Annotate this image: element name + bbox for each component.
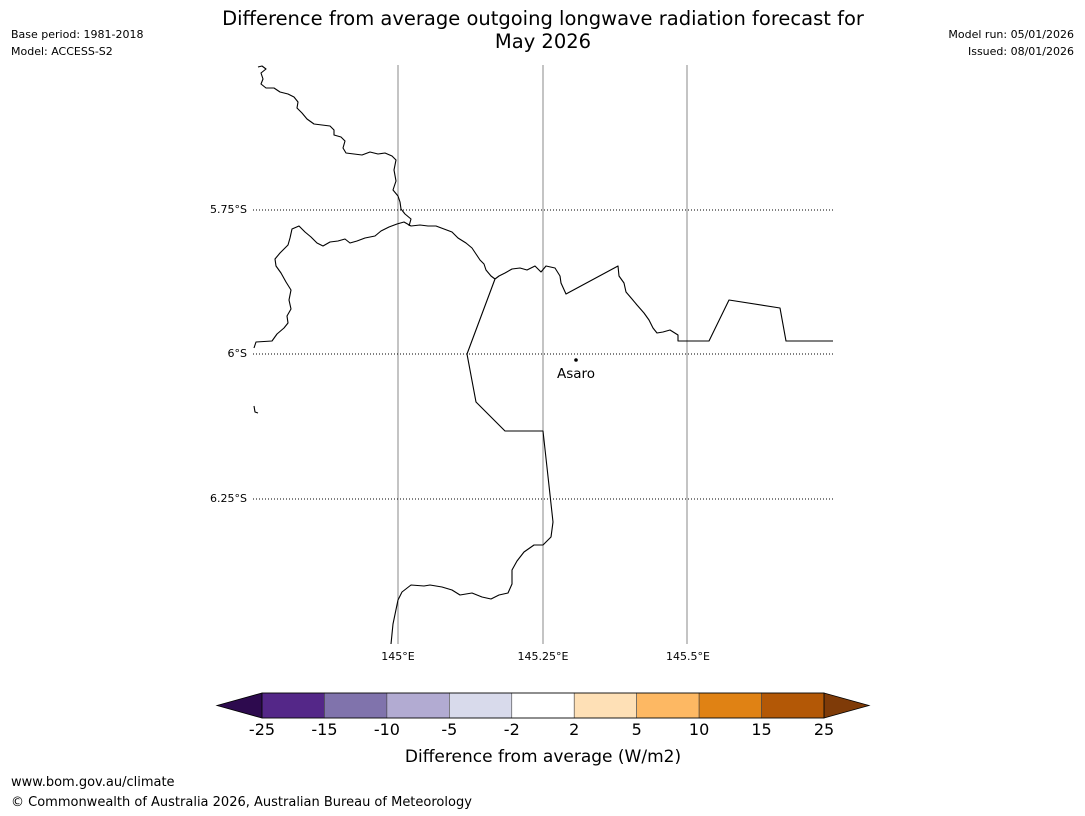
colorbar-bin bbox=[573, 692, 637, 719]
colorbar-extend-over bbox=[823, 692, 871, 719]
colorbar-tick-label: 10 bbox=[689, 720, 709, 739]
colorbar-bin bbox=[511, 692, 575, 719]
colorbar-bin bbox=[761, 692, 825, 719]
issued-text: Issued: 08/01/2026 bbox=[967, 45, 1074, 58]
boundary-central bbox=[390, 278, 554, 645]
boundary-fragment bbox=[253, 405, 259, 414]
colorbar-bin bbox=[324, 692, 388, 719]
town-asaro: Asaro bbox=[557, 358, 595, 382]
boundary-east bbox=[494, 265, 833, 342]
colorbar-tick-label: 5 bbox=[632, 720, 642, 739]
colorbar-tick-label: 2 bbox=[569, 720, 579, 739]
latitude-labels: 5.75°S 6°S 6.25°S bbox=[210, 203, 247, 505]
boundary-north bbox=[257, 65, 412, 227]
header-meta-right: Model run: 05/01/2026 Issued: 08/01/2026 bbox=[948, 26, 1074, 60]
colorbar-label: Difference from average (W/m2) bbox=[405, 747, 681, 767]
province-boundaries bbox=[253, 65, 833, 645]
colorbar-tick-label: -2 bbox=[504, 720, 520, 739]
colorbar-bin bbox=[261, 692, 325, 719]
lat-label-5-75s: 5.75°S bbox=[210, 203, 247, 216]
base-period-text: Base period: 1981-2018 bbox=[11, 28, 144, 41]
colorbar-bin bbox=[386, 692, 450, 719]
colorbar-tick-label: -25 bbox=[249, 720, 275, 739]
longitude-labels: 145°E 145.25°E 145.5°E bbox=[381, 650, 710, 663]
boundary-west bbox=[253, 221, 496, 349]
lat-label-6-25s: 6.25°S bbox=[210, 492, 247, 505]
lon-label-145-25e: 145.25°E bbox=[518, 650, 569, 663]
colorbar-bin bbox=[636, 692, 700, 719]
model-run-text: Model run: 05/01/2026 bbox=[948, 28, 1074, 41]
map-title: Difference from average outgoing longwav… bbox=[193, 7, 893, 53]
footer-url: www.bom.gov.au/climate bbox=[11, 775, 175, 790]
colorbar-tick-label: -5 bbox=[441, 720, 457, 739]
colorbar-outline bbox=[261, 692, 825, 719]
title-line-2: May 2026 bbox=[494, 30, 592, 53]
colorbar-bin bbox=[698, 692, 762, 719]
header-meta-left: Base period: 1981-2018 Model: ACCESS-S2 bbox=[11, 26, 143, 60]
lon-label-145-5e: 145.5°E bbox=[666, 650, 710, 663]
title-line-1: Difference from average outgoing longwav… bbox=[222, 7, 864, 30]
lat-label-6s: 6°S bbox=[228, 347, 247, 360]
latitude-gridlines bbox=[253, 209, 833, 500]
colorbar-tick-label: 25 bbox=[814, 720, 834, 739]
colorbar-bin bbox=[449, 692, 513, 719]
colorbar: -25 -15 -10 -5 -2 2 5 10 15 25 bbox=[215, 692, 871, 739]
colorbar-tick-label: -15 bbox=[311, 720, 337, 739]
model-text: Model: ACCESS-S2 bbox=[11, 45, 113, 58]
town-marker bbox=[574, 358, 578, 362]
colorbar-extend-under bbox=[215, 692, 263, 719]
town-label: Asaro bbox=[557, 366, 595, 382]
footer-copyright: © Commonwealth of Australia 2026, Austra… bbox=[11, 795, 472, 810]
lon-label-145e: 145°E bbox=[381, 650, 414, 663]
colorbar-tick-label: -10 bbox=[374, 720, 400, 739]
colorbar-tick-label: 15 bbox=[751, 720, 771, 739]
